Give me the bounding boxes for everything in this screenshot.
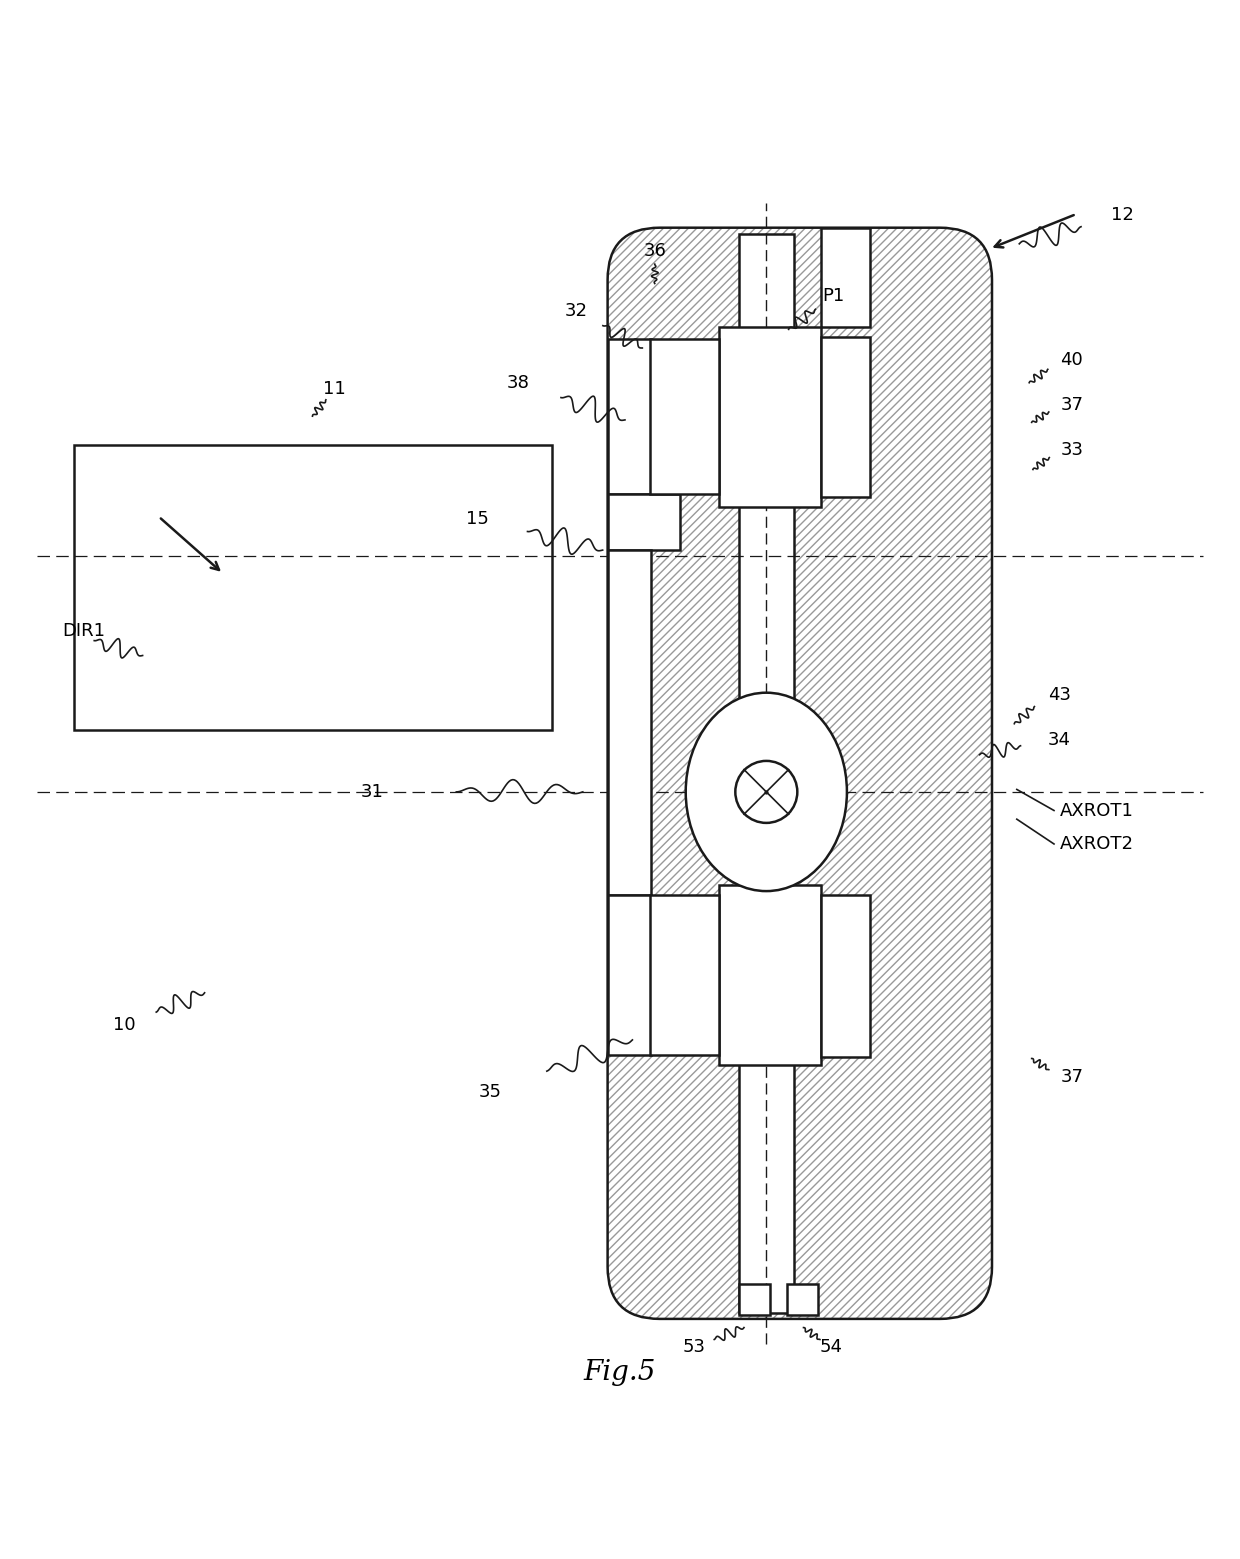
- Text: AXROT1: AXROT1: [1060, 801, 1135, 820]
- Text: 40: 40: [1060, 351, 1083, 369]
- Bar: [821, 337, 870, 497]
- Bar: [821, 895, 870, 1057]
- Text: 53: 53: [683, 1339, 706, 1356]
- Text: 15: 15: [466, 510, 489, 529]
- Text: 37: 37: [1060, 1068, 1084, 1087]
- Bar: [608, 340, 651, 494]
- Text: 35: 35: [479, 1084, 501, 1101]
- Bar: [821, 337, 870, 497]
- Text: 12: 12: [1111, 206, 1133, 224]
- Text: 33: 33: [1060, 441, 1084, 458]
- Text: 38: 38: [507, 374, 529, 391]
- Text: 34: 34: [1048, 731, 1071, 748]
- Text: DIR1: DIR1: [62, 622, 105, 639]
- Bar: [719, 886, 821, 1065]
- Text: 37: 37: [1060, 396, 1084, 415]
- Text: 54: 54: [820, 1339, 842, 1356]
- Bar: [821, 228, 870, 327]
- Bar: [719, 327, 821, 507]
- Bar: [608, 494, 680, 550]
- Bar: [608, 895, 651, 1055]
- Bar: [719, 327, 821, 507]
- Circle shape: [735, 761, 797, 823]
- Bar: [608, 550, 651, 895]
- Text: Fig.5: Fig.5: [584, 1359, 656, 1386]
- Bar: [650, 340, 719, 494]
- Bar: [739, 234, 794, 1313]
- Text: P1: P1: [822, 287, 844, 306]
- Bar: [650, 895, 719, 1055]
- Text: 11: 11: [324, 380, 346, 398]
- Text: 36: 36: [644, 242, 666, 260]
- Bar: [821, 895, 870, 1057]
- Bar: [719, 886, 821, 1065]
- Bar: [650, 895, 719, 1055]
- Text: 31: 31: [361, 783, 383, 801]
- Text: 43: 43: [1048, 686, 1071, 705]
- Bar: [787, 1285, 818, 1316]
- Bar: [650, 340, 719, 494]
- Text: 10: 10: [113, 1016, 135, 1034]
- Bar: [739, 1285, 770, 1316]
- Text: AXROT2: AXROT2: [1060, 836, 1135, 853]
- Bar: [74, 444, 552, 730]
- Text: 32: 32: [565, 302, 588, 320]
- Ellipse shape: [686, 692, 847, 892]
